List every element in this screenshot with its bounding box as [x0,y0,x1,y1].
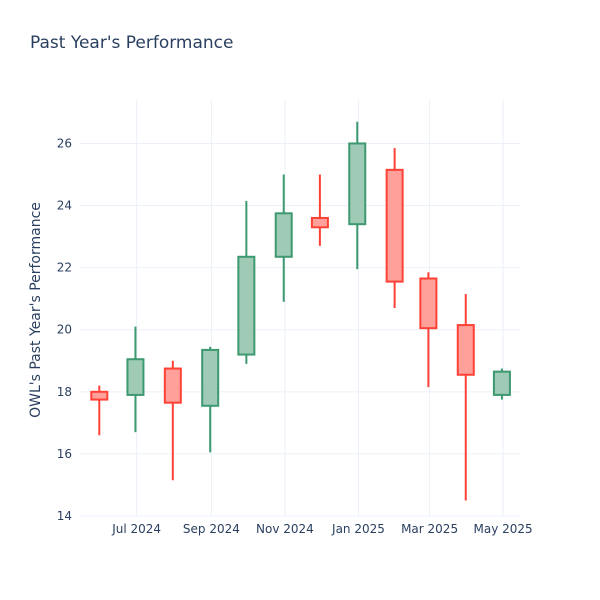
candle-body [310,216,329,229]
candle-increasing [492,368,511,400]
y-tick-label: 16 [57,447,72,461]
candle-body [456,324,475,376]
y-axis-title: OWL's Past Year's Performance [28,202,44,418]
candle-decreasing [90,385,109,436]
y-tick-label: 22 [57,261,72,275]
candle-body [274,212,293,258]
candle-body [126,358,145,396]
x-tick-label: May 2025 [474,522,533,536]
candle-increasing [126,326,145,433]
x-tick-label: Sep 2024 [183,522,240,536]
candle-body [163,367,182,404]
candle-increasing [201,346,220,453]
chart-title: Past Year's Performance [30,33,234,53]
candles [90,121,511,501]
candle-decreasing [385,148,404,308]
candle-body [237,255,256,356]
candle-body [385,168,404,283]
x-tick-label: Nov 2024 [256,522,314,536]
gridlines [80,100,520,517]
x-tick-label: Jan 2025 [331,522,385,536]
candle-decreasing [419,272,438,388]
candle-decreasing [310,174,329,246]
y-tick-label: 14 [57,509,72,523]
candle-increasing [237,200,256,364]
y-tick-label: 18 [57,385,72,399]
candle-body [492,370,511,396]
candle-increasing [348,121,367,270]
x-tick-label: Mar 2025 [401,522,458,536]
tick-labels: 14 16 18 20 22 24 26 Jul 2024 Sep 2024 Nov 2024 Ja… [57,136,533,536]
y-tick-label: 26 [57,136,72,150]
y-tick-label: 24 [57,199,72,213]
candle-decreasing [163,360,182,481]
candle-body [201,348,220,407]
candle-increasing [274,174,293,302]
candle-body [419,277,438,330]
x-tick-label: Jul 2024 [111,522,161,536]
y-tick-label: 20 [57,323,72,337]
candle-body [348,142,367,226]
candle-decreasing [456,294,475,501]
candle-body [90,390,109,401]
